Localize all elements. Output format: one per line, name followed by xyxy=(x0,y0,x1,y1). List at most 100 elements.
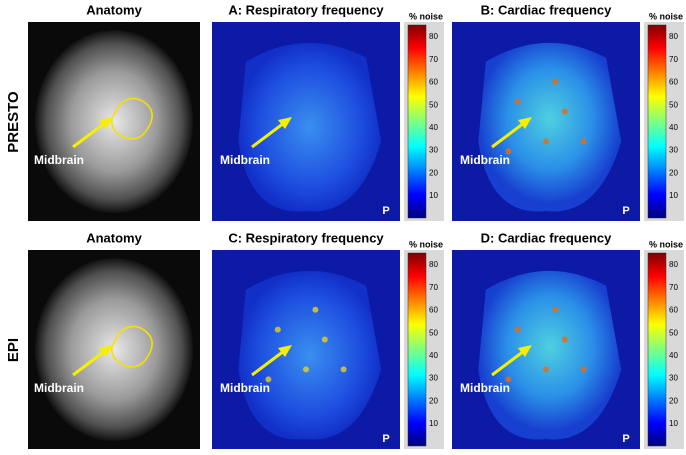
panel-title: D: Cardiac frequency xyxy=(481,230,613,245)
hotspot xyxy=(505,148,512,155)
arrow xyxy=(251,121,285,149)
orientation-label: P xyxy=(622,205,629,217)
panel: B: Cardiac frequency P % noise 10 20 30 40 50 60… xyxy=(452,2,684,221)
hotspot xyxy=(505,376,512,383)
hotspot xyxy=(543,138,549,145)
panel: Anatomy Midbrain xyxy=(28,230,200,449)
colorbar-tick: 70 xyxy=(669,55,678,64)
hotspot xyxy=(321,336,328,343)
annotation: Midbrain xyxy=(220,381,270,395)
hotspot xyxy=(312,306,319,313)
hotspot xyxy=(340,366,347,373)
panel-title: A: Respiratory frequency xyxy=(228,2,384,17)
colorbar-label: % noise xyxy=(409,239,443,249)
colorbar-tick: 20 xyxy=(429,396,438,405)
colorbar-tick: 30 xyxy=(429,146,438,155)
colorbar-tick: 40 xyxy=(669,123,678,132)
colorbar-tick: 30 xyxy=(669,146,678,155)
colorbar-tick: 60 xyxy=(669,306,678,315)
colorbar-tick: 30 xyxy=(669,374,678,383)
panel: C: Respiratory frequency P % noise 10 20 30 40… xyxy=(212,230,444,449)
orientation-label: P xyxy=(382,433,389,445)
colorbar-tick: 10 xyxy=(669,419,678,428)
colorbar-tick: 50 xyxy=(429,100,438,109)
colorbar-tick: 30 xyxy=(429,374,438,383)
arrow-head xyxy=(518,345,532,357)
arrow-head xyxy=(518,117,532,129)
colorbar-tick: 80 xyxy=(429,260,438,269)
colorbar-tick: 10 xyxy=(669,191,678,200)
colorbar-tick: 10 xyxy=(429,419,438,428)
colorbar-tick: 50 xyxy=(669,100,678,109)
arrow-head xyxy=(99,117,113,129)
panel: D: Cardiac frequency P % noise 10 20 30 40 50 60… xyxy=(452,230,684,449)
row-label: PRESTO xyxy=(5,91,22,153)
orientation-label: P xyxy=(622,433,629,445)
midbrain-outline xyxy=(110,325,153,368)
arrow xyxy=(251,349,285,377)
panel: A: Respiratory frequency P % noise 10 20 30 40… xyxy=(212,2,444,221)
arrow xyxy=(72,121,106,149)
hotspot xyxy=(552,78,559,85)
colorbar-tick: 60 xyxy=(429,306,438,315)
colorbar-tick: 20 xyxy=(669,396,678,405)
hotspot xyxy=(543,366,549,373)
brain-map xyxy=(478,270,622,440)
hotspot xyxy=(561,108,568,115)
colorbar-label: % noise xyxy=(409,11,443,21)
colorbar-label: % noise xyxy=(649,239,683,249)
hotspot xyxy=(274,326,281,333)
annotation: Midbrain xyxy=(460,381,510,395)
colorbar-tick: 50 xyxy=(669,328,678,337)
hotspot xyxy=(561,336,568,343)
midbrain-outline xyxy=(110,97,153,140)
arrow-head xyxy=(278,345,292,357)
colorbar-tick: 80 xyxy=(429,32,438,41)
colorbar-tick: 70 xyxy=(429,283,438,292)
annotation: Midbrain xyxy=(220,153,270,167)
panel-title: C: Respiratory frequency xyxy=(228,230,384,245)
row-label: EPI xyxy=(5,338,22,362)
colorbar-tick: 60 xyxy=(429,78,438,87)
colorbar-tick: 10 xyxy=(429,191,438,200)
brain xyxy=(34,257,194,442)
annotation: Midbrain xyxy=(34,381,84,395)
brain xyxy=(34,29,194,214)
annotation: Midbrain xyxy=(460,153,510,167)
panel-title: B: Cardiac frequency xyxy=(481,2,613,17)
panel: Anatomy Midbrain xyxy=(28,2,200,221)
arrow xyxy=(491,349,525,377)
colorbar-tick: 40 xyxy=(669,351,678,360)
colorbar-tick: 20 xyxy=(669,168,678,177)
hotspot xyxy=(552,306,559,313)
hotspot xyxy=(303,366,309,373)
arrow xyxy=(72,349,106,377)
brain-map xyxy=(238,270,382,440)
arrow-head xyxy=(99,345,113,357)
colorbar-tick: 50 xyxy=(429,328,438,337)
colorbar-tick: 60 xyxy=(669,78,678,87)
colorbar-tick: 80 xyxy=(669,260,678,269)
panel-title: Anatomy xyxy=(86,230,142,245)
brain-map xyxy=(478,42,622,212)
brain-map xyxy=(238,42,382,212)
hotspot xyxy=(514,326,521,333)
colorbar-tick: 70 xyxy=(429,55,438,64)
colorbar xyxy=(647,24,667,219)
colorbar xyxy=(647,252,667,447)
colorbar xyxy=(407,252,427,447)
colorbar-tick: 20 xyxy=(429,168,438,177)
panel-title: Anatomy xyxy=(86,2,142,17)
colorbar-tick: 70 xyxy=(669,283,678,292)
arrow xyxy=(491,121,525,149)
hotspot xyxy=(514,98,521,105)
hotspot xyxy=(265,376,272,383)
arrow-head xyxy=(278,117,292,129)
hotspot xyxy=(580,366,587,373)
hotspot xyxy=(580,138,587,145)
colorbar-label: % noise xyxy=(649,11,683,21)
colorbar-tick: 40 xyxy=(429,351,438,360)
colorbar xyxy=(407,24,427,219)
colorbar-tick: 40 xyxy=(429,123,438,132)
